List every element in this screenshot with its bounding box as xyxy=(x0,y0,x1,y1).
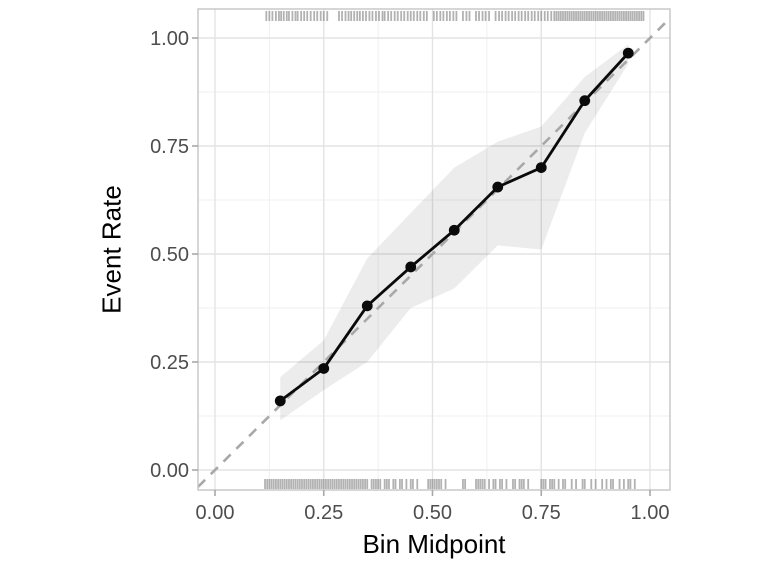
y-axis-title: Event Rate xyxy=(97,185,127,314)
y-axis-tick-labels: 0.00 0.25 0.50 0.75 1.00 xyxy=(150,28,189,482)
axis-tick-marks xyxy=(192,37,651,496)
x-tick-label: 0.00 xyxy=(196,502,235,524)
x-tick-label: 0.25 xyxy=(304,502,343,524)
y-tick-label: 0.00 xyxy=(150,460,189,482)
panel-border xyxy=(197,8,671,491)
data-points xyxy=(274,47,634,407)
data-point xyxy=(579,95,591,107)
x-axis-tick-labels: 0.00 0.25 0.50 0.75 1.00 xyxy=(196,502,670,524)
data-point xyxy=(274,395,286,407)
data-point xyxy=(622,47,634,59)
y-tick-label: 0.25 xyxy=(150,352,189,374)
rug-marks-bottom xyxy=(264,479,636,489)
x-axis-title: Bin Midpoint xyxy=(362,529,506,559)
data-point xyxy=(318,363,330,374)
data-point xyxy=(535,162,547,174)
x-tick-label: 0.50 xyxy=(413,502,452,524)
x-tick-label: 0.75 xyxy=(522,502,561,524)
identity-reference-line xyxy=(197,17,671,488)
data-point xyxy=(361,300,373,312)
x-tick-label: 1.00 xyxy=(631,502,670,524)
y-tick-label: 1.00 xyxy=(150,28,189,50)
major-gridlines xyxy=(198,9,670,490)
rug-marks-top xyxy=(265,11,645,21)
data-point xyxy=(492,181,504,193)
data-point xyxy=(405,261,417,273)
y-tick-label: 0.75 xyxy=(150,136,189,158)
y-tick-label: 0.50 xyxy=(150,244,189,266)
data-point xyxy=(448,224,460,236)
